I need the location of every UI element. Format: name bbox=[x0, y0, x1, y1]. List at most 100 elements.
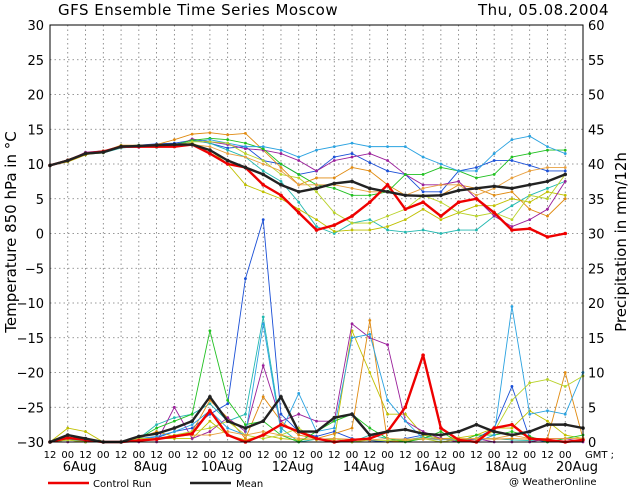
x-hour-label: 12 bbox=[79, 450, 92, 461]
member-1-temp-point bbox=[475, 166, 478, 169]
member-3-temp-point bbox=[368, 228, 372, 232]
member-2-temp-point bbox=[226, 148, 230, 152]
member-2-precip-point bbox=[208, 402, 212, 406]
member-4-precip-point bbox=[332, 432, 336, 436]
control-temp-point bbox=[474, 196, 479, 201]
member-2-temp-point bbox=[510, 204, 514, 208]
control-temp-point bbox=[261, 183, 266, 187]
member-7-temp-point bbox=[510, 138, 514, 142]
member-7-temp-point bbox=[332, 145, 336, 149]
member-1-temp-point bbox=[546, 169, 549, 173]
member-6-temp-point bbox=[261, 147, 265, 151]
mean-temp-point bbox=[439, 193, 443, 198]
y-right-tick-label: 0 bbox=[588, 436, 596, 451]
mean-temp-point bbox=[137, 144, 141, 148]
y-left-tick-label: 25 bbox=[27, 54, 44, 69]
member-3-temp-point bbox=[439, 218, 443, 222]
mean-temp-point bbox=[208, 148, 212, 152]
member-3-temp-point bbox=[492, 204, 496, 208]
member-8-temp-point bbox=[297, 176, 301, 180]
x-hour-label: 12 bbox=[470, 450, 483, 461]
member-7-temp-point bbox=[439, 162, 443, 166]
member-5-temp-point bbox=[386, 159, 389, 162]
member-1-temp-point bbox=[510, 159, 514, 162]
mean-precip-point bbox=[261, 419, 266, 423]
member-7-temp-point bbox=[279, 148, 283, 152]
x-hour-label: 00 bbox=[488, 450, 501, 461]
member-2-temp-point bbox=[297, 200, 301, 204]
member-3-temp-point bbox=[528, 200, 532, 204]
member-2-precip-point bbox=[244, 412, 247, 416]
member-7-temp-point bbox=[208, 138, 212, 142]
member-3-temp-point bbox=[279, 197, 283, 201]
member-5-precip-line bbox=[50, 323, 584, 443]
member-4-precip-point bbox=[510, 437, 514, 440]
member-7-precip-point bbox=[226, 426, 230, 430]
x-hour-label: 00 bbox=[523, 450, 536, 461]
member-4-precip-point bbox=[368, 318, 372, 322]
member-5-temp-point bbox=[297, 159, 301, 162]
member-4-temp-point bbox=[279, 166, 283, 169]
member-5-precip-point bbox=[190, 437, 194, 440]
x-hour-label: 12 bbox=[257, 450, 270, 461]
member-7-precip-point bbox=[261, 322, 265, 326]
member-3-temp-point bbox=[261, 190, 265, 194]
member-4-temp-point bbox=[368, 169, 372, 173]
x-date-label: 8Aug bbox=[134, 460, 168, 475]
member-7-precip-point bbox=[510, 305, 514, 308]
member-2-temp-point bbox=[475, 228, 478, 232]
mean-temp-point bbox=[385, 190, 390, 194]
y-right-tick-label: 55 bbox=[588, 54, 605, 69]
y-axis-right-title: Precipitation in mm/12h bbox=[612, 152, 630, 332]
member-7-precip-point bbox=[546, 409, 549, 413]
member-9-precip-point bbox=[386, 437, 389, 440]
member-5-temp-point bbox=[332, 159, 336, 162]
x-hour-label: 00 bbox=[275, 450, 288, 461]
member-1-temp-point bbox=[350, 152, 354, 155]
member-6-temp-point bbox=[510, 155, 514, 159]
y-axis-left-ticks: 30 25 20 15 10 5 0 −5 −10 −15 −20 −25 −30 bbox=[17, 19, 44, 451]
member-3-precip-point bbox=[403, 412, 407, 416]
control-temp-point bbox=[279, 193, 283, 198]
member-9-precip-point bbox=[421, 437, 425, 440]
y-left-tick-label: −10 bbox=[17, 297, 44, 312]
member-6-temp-point bbox=[226, 138, 230, 142]
control-temp-point bbox=[403, 207, 408, 211]
mean-precip-point bbox=[510, 433, 514, 437]
member-9-precip-point bbox=[492, 437, 496, 440]
member-7-precip-point bbox=[403, 419, 407, 423]
control-temp-point bbox=[385, 183, 390, 187]
member-5-temp-point bbox=[563, 179, 567, 183]
member-1-precip-point bbox=[510, 385, 514, 388]
member-3-precip-point bbox=[279, 437, 283, 440]
member-4-temp-point bbox=[208, 131, 212, 135]
member-7-temp-point bbox=[457, 169, 461, 173]
member-9-temp-point bbox=[528, 169, 532, 173]
member-4-precip-point bbox=[563, 371, 567, 374]
member-4-precip-point bbox=[261, 395, 265, 399]
control-precip-point bbox=[190, 431, 194, 436]
member-7-precip-point bbox=[155, 435, 159, 438]
control-precip-point bbox=[421, 353, 425, 357]
y-right-tick-label: 30 bbox=[588, 228, 605, 243]
member-8-temp-point bbox=[457, 211, 461, 215]
x-hour-label: 12 bbox=[434, 450, 447, 461]
x-date-label: 16Aug bbox=[414, 460, 456, 475]
member-7-precip-point bbox=[368, 332, 372, 336]
control-precip-point bbox=[368, 436, 372, 441]
mean-temp-point bbox=[332, 181, 337, 186]
member-3-precip-point bbox=[368, 371, 372, 374]
member-8-temp-point bbox=[226, 141, 230, 145]
y-right-tick-label: 45 bbox=[588, 123, 605, 138]
member-3-temp-point bbox=[332, 230, 336, 233]
member-9-precip-point bbox=[297, 437, 301, 440]
member-7-temp-point bbox=[528, 134, 532, 138]
mean-precip-point bbox=[154, 431, 159, 436]
mean-precip-point bbox=[314, 429, 319, 434]
x-axis-ticks: 12 00 12 00 12 00 12 00 12 00 12 00 12 00 12 00 12 00 12 00… bbox=[44, 450, 598, 475]
member-2-temp-point bbox=[368, 218, 372, 222]
member-1-precip-point bbox=[226, 402, 230, 406]
mean-temp-point bbox=[190, 142, 194, 147]
member-4-temp-point bbox=[350, 166, 354, 169]
member-3-precip-point bbox=[563, 433, 567, 437]
